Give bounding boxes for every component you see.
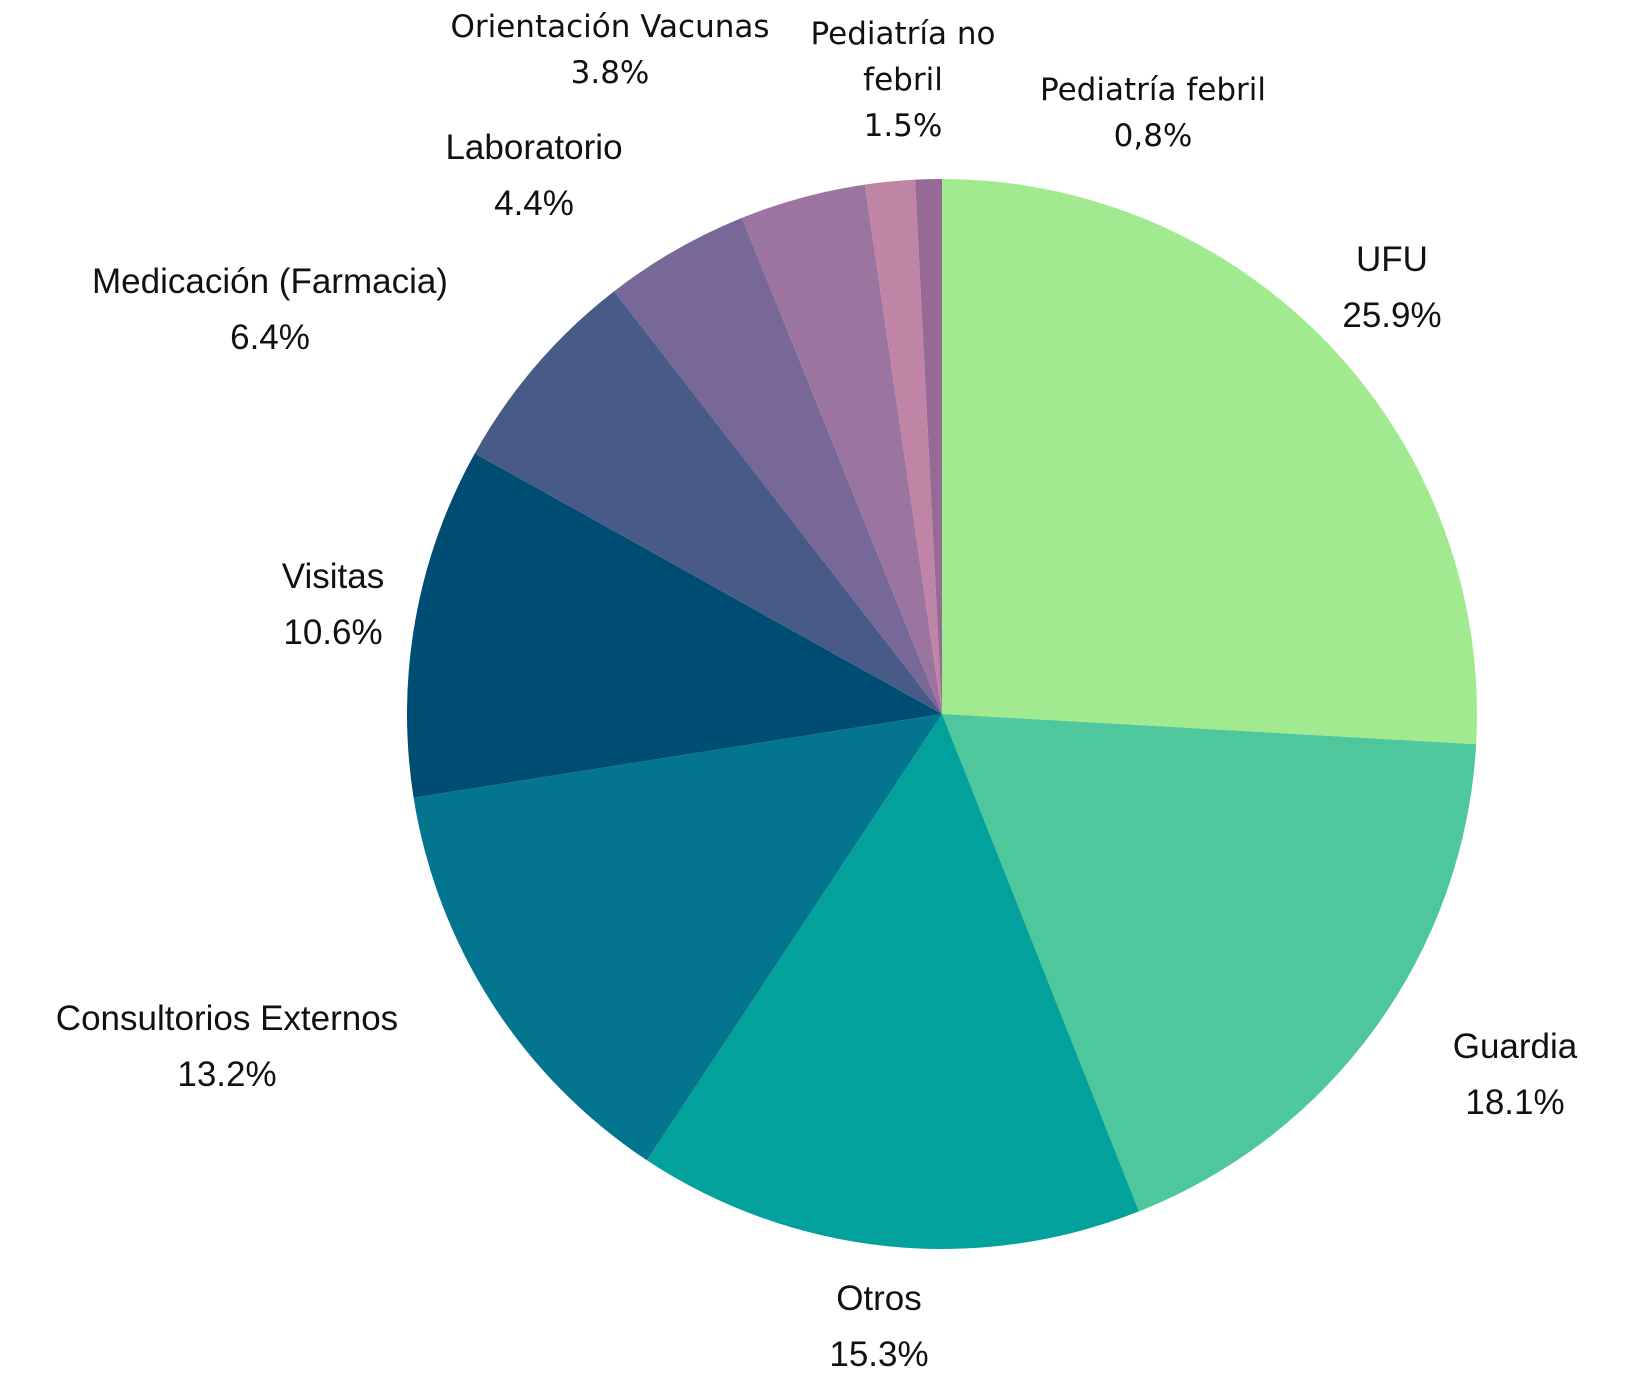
- category-label: Medicación (Farmacia): [92, 262, 448, 301]
- category-label: Visitas: [281, 557, 385, 596]
- slice-label: UFU 25.9%: [1342, 232, 1441, 344]
- slice-label: Pediatría febril 0,8%: [1040, 67, 1266, 159]
- slice: [942, 179, 1477, 745]
- slice: [474, 291, 942, 714]
- value-label: 3.8%: [570, 55, 650, 91]
- category-label: Pediatría no febril: [810, 16, 996, 98]
- value-label: 15.3%: [829, 1335, 929, 1373]
- category-label: Guardia: [1452, 1027, 1578, 1066]
- slice-label: Otros 15.3%: [829, 1271, 928, 1373]
- value-label: 25.9%: [1342, 296, 1442, 335]
- slice: [646, 714, 1139, 1250]
- category-label: Orientación Vacunas: [450, 9, 770, 45]
- slice-label: Consultorios Externos 13.2%: [56, 991, 398, 1103]
- slice: [942, 714, 1477, 1212]
- category-label: Laboratorio: [445, 128, 623, 167]
- value-label: 13.2%: [177, 1055, 277, 1094]
- slice: [614, 217, 942, 715]
- slice-label: Orientación Vacunas 3.8%: [450, 4, 769, 96]
- category-label: Pediatría febril: [1040, 72, 1266, 108]
- value-label: 10.6%: [283, 613, 383, 652]
- slice: [413, 714, 942, 1161]
- value-label: 18.1%: [1465, 1083, 1565, 1122]
- value-label: 0,8%: [1113, 118, 1193, 154]
- category-label: Otros: [836, 1279, 922, 1318]
- slice: [407, 453, 942, 798]
- value-label: 4.4%: [494, 184, 574, 223]
- category-label: UFU: [1356, 240, 1428, 279]
- category-label: Consultorios Externos: [55, 999, 399, 1038]
- slice-label: Visitas 10.6%: [282, 549, 384, 661]
- slice: [915, 179, 942, 714]
- slice-label: Laboratorio 4.4%: [445, 120, 622, 232]
- slice-label: Pediatría no febril 1.5%: [798, 11, 1008, 149]
- slice-label: Medicación (Farmacia) 6.4%: [92, 254, 448, 366]
- slice-label: Guardia 18.1%: [1453, 1019, 1578, 1131]
- value-label: 6.4%: [230, 318, 310, 357]
- slice: [864, 179, 942, 715]
- value-label: 1.5%: [863, 108, 943, 144]
- slice: [741, 184, 942, 714]
